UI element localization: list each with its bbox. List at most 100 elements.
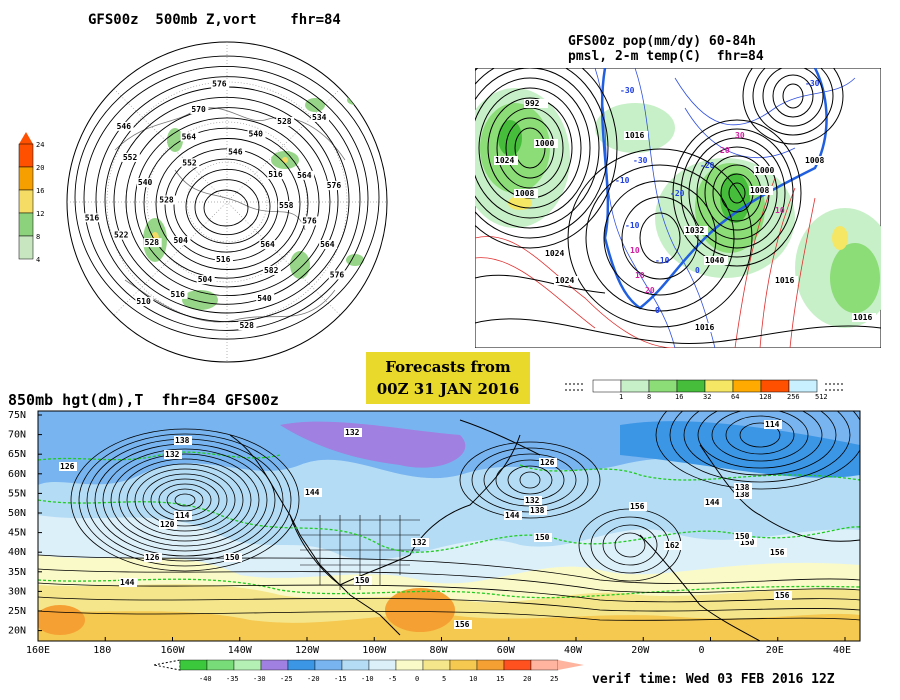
height-label-bg (534, 533, 552, 542)
height-contour (614, 532, 646, 558)
height-contour (711, 411, 809, 462)
y-tick-label: 30N (8, 586, 26, 597)
temp-label: 0 (695, 266, 700, 275)
pressure-label-bg (554, 276, 578, 285)
colorbar-label: -35 (226, 675, 239, 683)
banner-line2: 00Z 31 JAN 2016 (376, 380, 520, 398)
height-contour (683, 411, 837, 476)
colorbar-label: 20 (523, 675, 531, 683)
height-contour (507, 465, 553, 495)
colorbar-cell (503, 659, 532, 671)
height-contour (78, 433, 292, 567)
colorbar-cell (395, 659, 424, 671)
colorbar-label: 1 (619, 393, 623, 400)
height-label-bg (539, 458, 557, 467)
height-label: 162 (665, 541, 680, 550)
colorbar-label: 16 (675, 393, 683, 400)
contour-label: 528 (277, 117, 292, 126)
colorbar-label: 128 (759, 393, 772, 400)
colorbar-label: 25 (550, 675, 558, 683)
pressure-label: 1040 (705, 256, 724, 265)
height-label: 138 (530, 506, 545, 515)
panel-a-colorbar: 24 20 16 12 8 4 (14, 130, 54, 270)
isobar (567, 148, 753, 328)
y-tick-label: 55N (8, 488, 26, 499)
height-label: 150 (740, 538, 755, 547)
pressure-label-bg (524, 99, 548, 108)
temp-colorbar-svg: -40 -35 -30 -25 -20 -15 -10 -5 0 5 10 15 20 25 (153, 659, 584, 683)
precip-colorbar-svg: 1 8 16 32 64 128 256 512 (565, 379, 843, 400)
colorbar-label: 10 (469, 675, 477, 683)
x-tick-label: 80W (430, 645, 449, 655)
height-label-bg (354, 576, 372, 585)
temp-label: -10 (625, 221, 640, 230)
x-tick-label: 40E (833, 645, 851, 655)
pressure-label: 1032 (685, 226, 704, 235)
colorbar-cell (260, 659, 289, 671)
contour-label: 516 (216, 255, 231, 264)
isobar (475, 68, 609, 239)
colorbar-cell (676, 379, 706, 393)
height-label: 114 (765, 420, 780, 429)
contour-label: 558 (279, 201, 294, 210)
height-contour (203, 189, 249, 227)
height-contour (102, 448, 268, 552)
height-contour (38, 596, 860, 612)
height-contour (125, 107, 331, 297)
contour-label-bg (115, 121, 134, 131)
height-label-bg (454, 620, 472, 629)
height-contour (134, 468, 236, 532)
height-contour (95, 76, 361, 323)
y-tick-label: 25N (8, 606, 26, 617)
contour-label: 570 (191, 105, 206, 114)
colorbar-cell (287, 659, 316, 671)
colorbar-label: -40 (199, 675, 212, 683)
colorbar-cell (18, 212, 34, 237)
colorbar-label: -15 (334, 675, 347, 683)
height-label: 150 (355, 576, 370, 585)
contour-label-bg (328, 270, 347, 280)
height-label: 144 (305, 488, 320, 497)
colorbar-cell (704, 379, 734, 393)
colorbar-label: -25 (280, 675, 293, 683)
pressure-label: 1024 (545, 249, 564, 258)
height-label: 144 (505, 511, 520, 520)
forecast-banner: Forecasts from 00Z 31 JAN 2016 (366, 352, 530, 404)
height-label: 156 (775, 591, 790, 600)
pressure-label: 1016 (853, 313, 872, 322)
colorbar-label: 256 (787, 393, 800, 400)
contour-label-bg (238, 321, 257, 331)
colorbar-cell (648, 379, 678, 393)
height-label: 138 (735, 490, 750, 499)
height-label-bg (739, 538, 757, 547)
contour-label: 522 (114, 231, 129, 240)
colorbar-label: 24 (36, 141, 44, 149)
pressure-label-bg (804, 156, 828, 165)
colorbar-label: 8 (647, 393, 651, 400)
pressure-label: 992 (525, 99, 540, 108)
colorbar-label: -10 (361, 675, 374, 683)
temp-label: 30 (735, 131, 745, 140)
height-label: 114 (175, 511, 190, 520)
colorbar-label: -20 (307, 675, 320, 683)
contour-label-bg (296, 170, 315, 180)
panel-b-colorbar: 1 8 16 32 64 128 256 512 (565, 378, 845, 400)
panel-b-map: 992 1000 1008 1016 1024 1032 1040 1016 1024 1008 1… (475, 68, 881, 348)
colorbar-cell (788, 379, 818, 393)
colorbar-cell (206, 659, 235, 671)
pmsl-map-svg: 9921000100810161024103210401016102410081… (475, 68, 881, 348)
colorbar-cell (233, 659, 262, 671)
colorbar-cell (179, 659, 208, 671)
height-label: 138 (735, 483, 750, 492)
pressure-label-bg (624, 131, 648, 140)
temp-label: -20 (670, 189, 685, 198)
contour-label-bg (113, 230, 132, 240)
height-label-bg (704, 498, 722, 507)
contour-label-bg (227, 147, 246, 157)
contour-label-bg (319, 240, 338, 250)
verification-time: verif time: Wed 03 FEB 2016 12Z (592, 672, 835, 687)
contour-label: 540 (138, 178, 153, 187)
contour-label: 564 (182, 132, 197, 141)
height-contour (38, 610, 860, 621)
height-contour (142, 473, 228, 527)
